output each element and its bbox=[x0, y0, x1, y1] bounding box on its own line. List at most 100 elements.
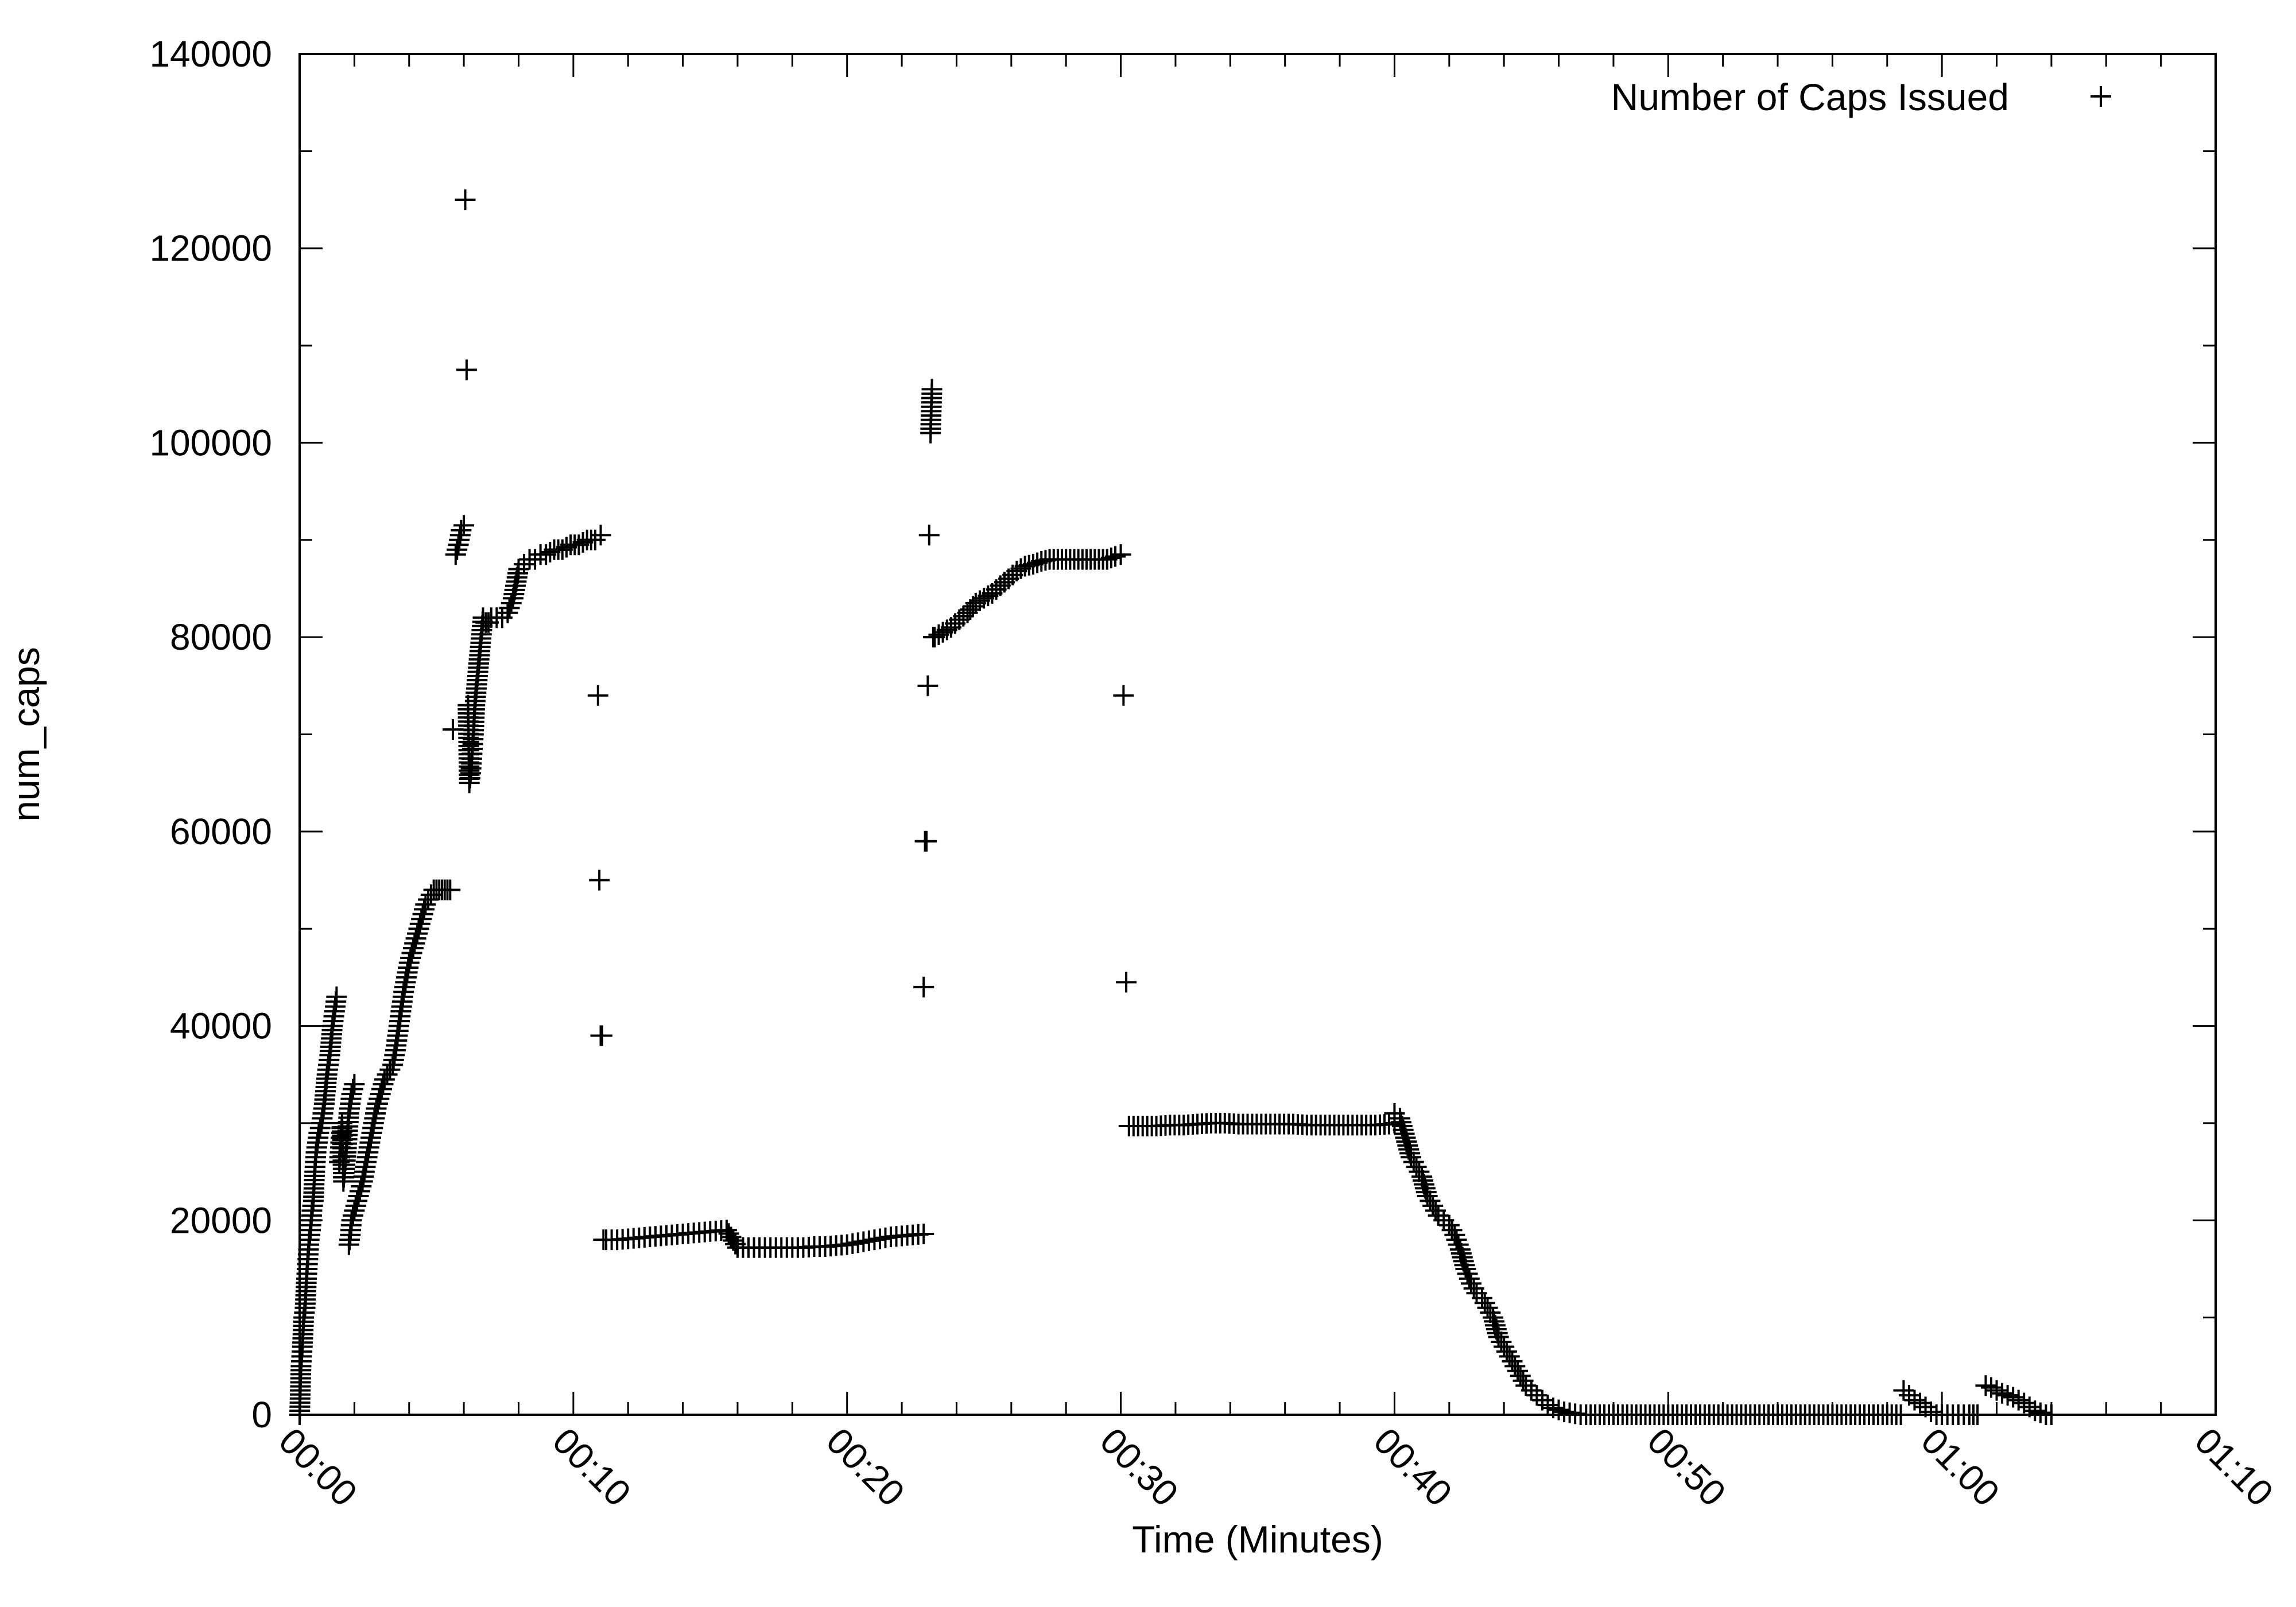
data-point bbox=[1904, 1389, 1925, 1411]
data-point bbox=[1477, 1297, 1498, 1318]
y-axis-label: num_caps bbox=[5, 647, 47, 822]
data-point bbox=[497, 602, 518, 623]
data-point bbox=[540, 541, 561, 562]
data-point bbox=[377, 1064, 398, 1085]
legend-plus-icon bbox=[2091, 86, 2111, 107]
data-point bbox=[408, 918, 429, 940]
data-point bbox=[1494, 1336, 1515, 1357]
data-point bbox=[405, 928, 426, 949]
data-point bbox=[349, 1181, 370, 1202]
data-point bbox=[969, 590, 990, 611]
data-point bbox=[1027, 552, 1048, 573]
data-point bbox=[525, 549, 546, 570]
data-point bbox=[2003, 1387, 2024, 1408]
data-point bbox=[928, 624, 949, 645]
data-point bbox=[1460, 1273, 1481, 1294]
data-point bbox=[918, 525, 940, 546]
data-point bbox=[921, 379, 943, 400]
data-point bbox=[455, 189, 476, 211]
y-tick-label: 20000 bbox=[170, 1200, 272, 1241]
data-point bbox=[1980, 1377, 2002, 1398]
data-point bbox=[589, 870, 610, 891]
data-point bbox=[590, 525, 611, 546]
data-point bbox=[1006, 560, 1027, 581]
data-point bbox=[1406, 1156, 1427, 1178]
data-point bbox=[1448, 1234, 1469, 1255]
data-point bbox=[344, 1074, 365, 1095]
data-point bbox=[370, 1084, 391, 1105]
data-point bbox=[932, 622, 953, 643]
data-point bbox=[1100, 548, 1122, 569]
data-point bbox=[367, 1093, 388, 1115]
data-point bbox=[407, 923, 428, 944]
data-point bbox=[1457, 1263, 1478, 1284]
data-point bbox=[398, 952, 420, 973]
y-tick-label: 120000 bbox=[149, 228, 272, 269]
data-point bbox=[1499, 1346, 1520, 1367]
data-point bbox=[1488, 1326, 1509, 1348]
data-point bbox=[344, 1200, 365, 1221]
data-point bbox=[1480, 1302, 1501, 1323]
data-point bbox=[1116, 972, 1137, 993]
x-axis-label: Time (Minutes) bbox=[1132, 1518, 1383, 1561]
data-point bbox=[501, 592, 522, 614]
data-point bbox=[451, 519, 472, 541]
data-point bbox=[411, 909, 432, 930]
data-point bbox=[1909, 1392, 1930, 1414]
data-point bbox=[1975, 1375, 1996, 1396]
data-point bbox=[415, 894, 436, 915]
data-point bbox=[341, 1210, 362, 1231]
data-point bbox=[572, 532, 594, 553]
data-point bbox=[1096, 549, 1118, 570]
data-point bbox=[1472, 1287, 1493, 1309]
data-point bbox=[374, 1069, 395, 1090]
data-point bbox=[1110, 544, 1131, 565]
data-point bbox=[1438, 1214, 1460, 1236]
data-point bbox=[1420, 1190, 1441, 1212]
data-point bbox=[514, 554, 535, 575]
data-point bbox=[348, 1185, 369, 1206]
data-point bbox=[1401, 1147, 1422, 1168]
data-point bbox=[1548, 1399, 1569, 1420]
data-point bbox=[924, 627, 945, 648]
data-point bbox=[373, 1074, 394, 1095]
data-point bbox=[591, 1025, 612, 1046]
data-point bbox=[404, 933, 425, 954]
data-point bbox=[1466, 1283, 1487, 1304]
data-point bbox=[1893, 1380, 1914, 1401]
data-point bbox=[326, 986, 347, 1007]
data-point bbox=[556, 537, 577, 558]
data-point bbox=[568, 534, 589, 556]
data-point bbox=[1997, 1385, 2018, 1406]
data-point bbox=[1444, 1224, 1465, 1245]
data-point bbox=[1992, 1383, 2013, 1404]
plot-frame bbox=[298, 53, 2217, 1416]
data-point bbox=[1463, 1278, 1484, 1299]
data-point bbox=[2008, 1389, 2029, 1411]
data-point bbox=[1474, 1292, 1495, 1314]
data-point bbox=[1403, 1151, 1424, 1173]
data-point bbox=[478, 612, 499, 633]
data-point bbox=[1409, 1161, 1430, 1182]
y-tick-label: 100000 bbox=[149, 422, 272, 463]
data-point bbox=[1105, 546, 1126, 567]
data-point bbox=[1417, 1185, 1438, 1206]
data-point bbox=[1898, 1385, 1919, 1406]
data-point bbox=[1507, 1360, 1529, 1381]
data-point bbox=[1986, 1380, 2007, 1401]
data-point bbox=[379, 1059, 401, 1080]
data-point bbox=[917, 675, 938, 696]
data-point bbox=[1921, 1401, 1942, 1422]
data-point bbox=[412, 903, 433, 925]
data-point bbox=[308, 1122, 329, 1143]
data-point bbox=[1515, 1375, 1537, 1396]
data-point bbox=[1502, 1350, 1523, 1372]
data-point bbox=[587, 685, 608, 706]
data-point bbox=[552, 539, 573, 560]
data-point bbox=[1496, 1341, 1517, 1362]
data-point bbox=[1510, 1365, 1531, 1387]
data-point bbox=[1504, 1356, 1526, 1377]
data-point bbox=[974, 588, 995, 609]
